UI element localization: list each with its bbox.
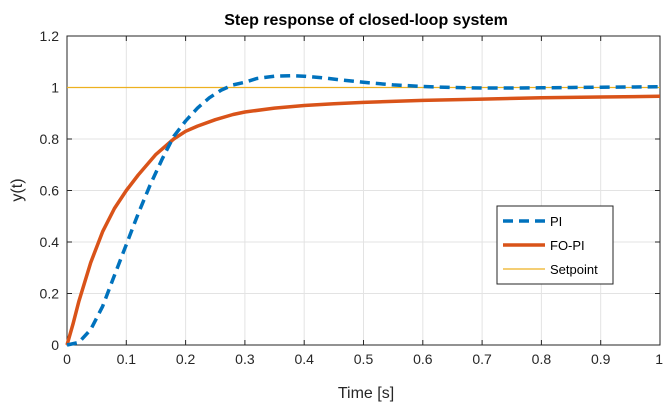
y-axis-label: y(t) [9,178,26,201]
x-tick-label: 0.2 [176,351,196,367]
x-tick-label: 1 [655,351,663,367]
y-tick-label: 0.6 [40,183,60,199]
y-tick-label: 0.4 [40,234,60,250]
legend-label: PI [550,214,562,229]
tick-labels: 0 0.1 0.2 0.3 0.4 0.5 0.6 0.7 0.8 0.9 1 0 0.2 0.4 0.6 0… [40,28,664,367]
x-axis-label: Time [s] [338,385,394,402]
series-line-pi [66,73,661,347]
series-lines [65,73,661,347]
x-tick-label: 0.9 [591,351,611,367]
x-tick-label: 0.3 [235,351,255,367]
axes-box [66,35,661,346]
x-tick-label: 0.6 [413,351,433,367]
x-tick-label: 0.8 [532,351,552,367]
y-tick-label: 1 [51,80,59,96]
x-tick-label: 0.4 [294,351,314,367]
y-tick-label: 0.2 [40,286,60,302]
x-tick-label: 0.5 [354,351,374,367]
x-tick-label: 0.1 [117,351,137,367]
chart-title: Step response of closed-loop system [224,12,508,29]
legend-label: Setpoint [550,262,598,277]
legend: PI FO-PI Setpoint [496,205,614,285]
series-line-fo-pi [65,94,661,346]
x-tick-label: 0.7 [472,351,492,367]
x-tick-label: 0 [63,351,71,367]
legend-label: FO-PI [550,238,585,253]
y-tick-label: 0.8 [40,131,60,147]
y-tick-label: 0 [51,337,59,353]
y-tick-label: 1.2 [40,28,60,44]
